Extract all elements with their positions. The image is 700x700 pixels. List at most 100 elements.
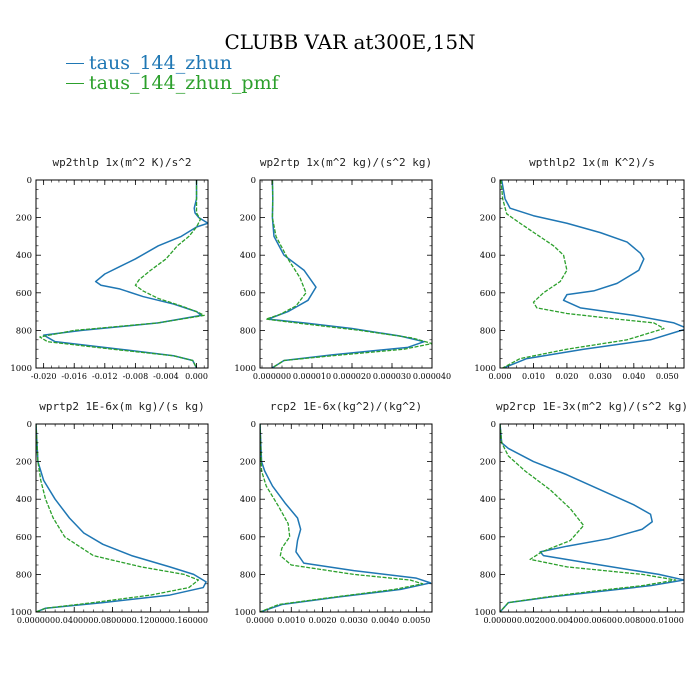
legend-swatch: [66, 82, 84, 84]
y-tick-label: 1000: [234, 364, 256, 374]
x-tick-label: 0.000: [489, 372, 512, 381]
panel-title: wprtp2 1E-6x(m kg)/(s kg): [39, 400, 205, 413]
x-tick-label: -0.020: [31, 372, 57, 381]
legend-entry-taus-144-zhun: taus_144_zhun: [66, 52, 232, 74]
legend-swatch: [66, 62, 84, 64]
plot-frame: [499, 179, 685, 369]
y-tick-label: 600: [480, 533, 496, 543]
series-line-taus-144-zhun-pmf: [36, 424, 200, 612]
plot-frame: [35, 179, 209, 369]
y-tick-label: 400: [240, 251, 256, 261]
y-tick-label: 600: [16, 533, 32, 543]
panel-title: wp2thlp 1x(m^2 K)/s^2: [52, 156, 191, 169]
chart-panel-3: wpthlp2 1x(m K^2)/s 0 200 400 600 800 10000.00…: [474, 156, 685, 381]
y-tick-label: 800: [16, 326, 32, 336]
x-tick-label: 0.0010: [277, 616, 305, 625]
series-line-taus-144-zhun: [500, 424, 684, 612]
x-tick-label: 0.000030: [373, 372, 411, 381]
series-line-taus-144-zhun-pmf: [500, 424, 677, 612]
x-tick-label: -0.008: [123, 372, 149, 381]
x-tick-label: 0.000000: [17, 616, 55, 625]
chart-panel-5: rcp2 1E-6x(kg^2)/(kg^2) 0 200 400 600 800 1000…: [234, 400, 433, 625]
x-tick-label: 0.120000: [132, 616, 170, 625]
y-tick-label: 1000: [474, 608, 496, 618]
plot-frame: [499, 423, 685, 613]
x-tick-label: 0.00800: [617, 616, 650, 625]
y-tick-label: 600: [240, 289, 256, 299]
x-tick-label: 0.010: [522, 372, 545, 381]
y-tick-label: 0: [27, 176, 32, 186]
figure-title: CLUBB VAR at300E,15N: [224, 30, 476, 54]
y-tick-label: 200: [240, 214, 256, 224]
x-tick-label: 0.000010: [293, 372, 331, 381]
y-tick-label: 200: [240, 458, 256, 468]
series-line-taus-144-zhun-pmf: [39, 180, 205, 368]
y-tick-label: 1000: [234, 608, 256, 618]
series-line-taus-144-zhun: [500, 180, 684, 368]
x-tick-label: 0.0020: [309, 616, 337, 625]
y-tick-label: 0: [491, 420, 496, 430]
plot-frame: [35, 423, 209, 613]
x-tick-label: 0.00600: [584, 616, 617, 625]
x-tick-label: 0.000040: [413, 372, 451, 381]
series-line-taus-144-zhun-pmf: [265, 180, 432, 368]
chart-panel-6: wp2rcp 1E-3x(m^2 kg)/(s^2 kg)0 200 400 600 8…: [474, 400, 688, 625]
x-tick-label: -0.004: [153, 372, 179, 381]
x-tick-label: 0.01000: [651, 616, 684, 625]
y-tick-label: 800: [240, 326, 256, 336]
y-tick-label: 0: [27, 420, 32, 430]
x-tick-label: 0.0040: [371, 616, 399, 625]
x-tick-label: -0.016: [61, 372, 87, 381]
y-tick-label: 1000: [10, 364, 32, 374]
x-tick-label: 0.0000: [246, 616, 274, 625]
panel-title: wpthlp2 1x(m K^2)/s: [529, 156, 655, 169]
y-tick-label: 0: [491, 176, 496, 186]
y-tick-label: 400: [480, 495, 496, 505]
y-tick-label: 400: [240, 495, 256, 505]
series-line-taus-144-zhun: [42, 180, 208, 368]
x-tick-label: 0.00000: [483, 616, 516, 625]
y-tick-label: 200: [16, 458, 32, 468]
x-tick-label: 0.040000: [55, 616, 93, 625]
x-tick-label: 0.080000: [93, 616, 131, 625]
series-line-taus-144-zhun: [36, 424, 207, 612]
series-line-taus-144-zhun-pmf: [500, 180, 665, 368]
chart-panel-1: wp2thlp 1x(m^2 K)/s^202004006008001000-0…: [10, 156, 209, 381]
x-tick-label: 0.040: [622, 372, 645, 381]
chart-panel-4: wprtp2 1E-6x(m kg)/(s kg) 0 200 400 600 800 10…: [10, 400, 209, 625]
legend-entry-taus-144-zhun-pmf: taus_144_zhun_pmf: [66, 72, 279, 94]
y-tick-label: 600: [480, 289, 496, 299]
y-tick-label: 0: [251, 420, 256, 430]
x-tick-label: 0.000020: [333, 372, 371, 381]
panel-title: rcp2 1E-6x(kg^2)/(kg^2): [270, 400, 422, 413]
y-tick-label: 400: [480, 251, 496, 261]
x-tick-label: 0.160000: [170, 616, 208, 625]
x-tick-label: 0.030: [589, 372, 612, 381]
y-tick-label: 800: [16, 570, 32, 580]
legend-label: taus_144_zhun_pmf: [89, 72, 279, 94]
x-tick-label: 0.0030: [340, 616, 368, 625]
x-tick-label: 0.00200: [517, 616, 550, 625]
series-line-taus-144-zhun: [260, 424, 432, 612]
x-tick-label: 0.00400: [550, 616, 583, 625]
y-tick-label: 400: [16, 251, 32, 261]
x-tick-label: -0.012: [92, 372, 118, 381]
y-tick-label: 800: [480, 570, 496, 580]
x-tick-label: 0.020: [555, 372, 578, 381]
panel-title: wp2rcp 1E-3x(m^2 kg)/(s^2 kg): [496, 400, 688, 413]
x-tick-label: 0.000: [185, 372, 208, 381]
y-tick-label: 1000: [10, 608, 32, 618]
legend-label: taus_144_zhun: [89, 52, 232, 74]
chart-panel-2: wp2rtp 1x(m^2 kg)/(s^2 kg) 0 200 400 600 800 1…: [234, 156, 451, 381]
x-tick-label: 0.050: [656, 372, 679, 381]
series-line-taus-144-zhun-pmf: [260, 424, 424, 612]
series-line-taus-144-zhun: [267, 180, 425, 368]
plot-frame: [259, 423, 433, 613]
y-tick-label: 800: [480, 326, 496, 336]
x-tick-label: 0.000000: [253, 372, 291, 381]
plot-frame: [259, 179, 433, 369]
y-tick-label: 400: [16, 495, 32, 505]
y-tick-label: 600: [16, 289, 32, 299]
